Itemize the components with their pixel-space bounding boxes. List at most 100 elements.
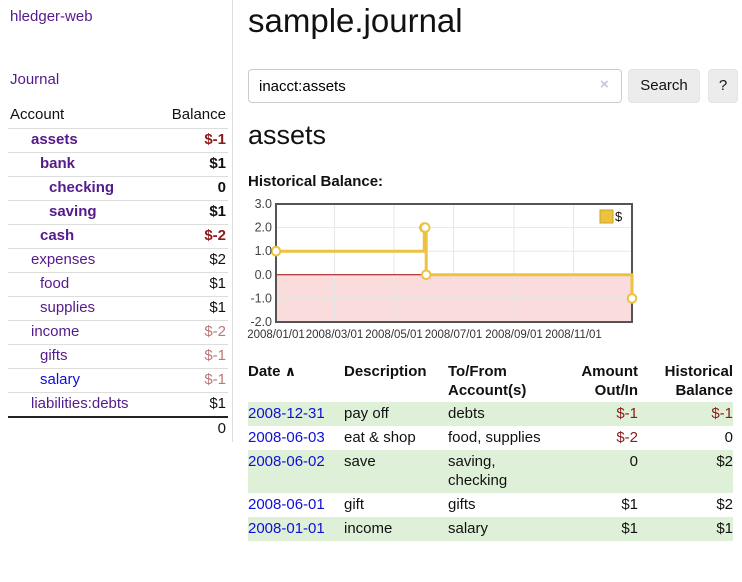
historical-balance-chart[interactable]: $3.0 2.0 1.0 0.0 -1.0 -2.0 2008/01/01 2008/03/0… <box>247 197 742 348</box>
register-table: Date ∧ Description To/From Account(s) Amoun… <box>248 360 733 541</box>
account-row: checking 0 <box>8 176 228 201</box>
account-row: saving $1 <box>8 200 228 225</box>
sidebar-divider <box>232 0 233 442</box>
sidebar-account-link[interactable]: income <box>31 323 80 340</box>
sidebar-account-link[interactable]: bank <box>40 155 76 172</box>
historical-balance-label: Historical Balance: <box>248 173 384 190</box>
transaction-date-link[interactable]: 2008-06-01 <box>248 496 325 513</box>
data-point-marker <box>270 245 282 257</box>
y-axis-tick-label: 0.0 <box>255 268 272 282</box>
y-axis-tick-label: 3.0 <box>255 197 272 211</box>
account-balance: $1 <box>157 392 228 417</box>
transaction-description: gift <box>344 496 365 513</box>
x-axis-tick-label: 2008/07/01 <box>425 329 483 341</box>
legend-label: $ <box>615 209 623 224</box>
transaction-balance: 0 <box>724 429 733 446</box>
y-axis-tick-label: -2.0 <box>250 315 272 329</box>
search-input[interactable] <box>248 69 622 103</box>
accounts-header-balance: Balance <box>171 106 226 123</box>
register-column-header: Historical Balance <box>638 360 733 402</box>
transaction-date-link[interactable]: 2008-06-03 <box>248 429 325 446</box>
register-row: 2008-06-01 gift gifts $1 $2 <box>248 493 733 517</box>
transaction-description: pay off <box>344 405 389 422</box>
sidebar-item-journal[interactable]: Journal <box>10 71 60 88</box>
sidebar-account-link[interactable]: cash <box>40 227 75 244</box>
transaction-balance: $2 <box>716 453 733 470</box>
account-title: assets <box>248 120 327 150</box>
column-header-label: Description <box>344 363 427 380</box>
sidebar-account-link[interactable]: liabilities:debts <box>31 395 129 412</box>
transaction-amount: $-1 <box>616 405 638 422</box>
data-point-marker <box>626 293 638 304</box>
account-balance: $2 <box>157 248 228 273</box>
transaction-amount: $-2 <box>616 429 638 446</box>
account-balance: $-2 <box>157 320 228 345</box>
transaction-accounts: saving, checking <box>448 453 508 489</box>
accounts-total-value: 0 <box>157 416 228 441</box>
column-header-label: Historical Balance <box>664 363 733 399</box>
accounts-table: Account Balance assets $-1 bank $1 checking 0… <box>8 104 228 441</box>
account-row: assets $-1 <box>8 128 228 153</box>
account-row: salary $-1 <box>8 368 228 393</box>
data-point-marker <box>420 269 432 281</box>
sidebar-account-link[interactable]: checking <box>49 179 115 196</box>
register-column-header: To/From Account(s) <box>448 360 560 402</box>
plot-border <box>275 203 633 323</box>
account-balance: $1 <box>157 296 228 321</box>
register-row: 2008-12-31 pay off debts $-1 $-1 <box>248 402 733 426</box>
transaction-accounts: debts <box>448 405 485 422</box>
sidebar-account-link[interactable]: food <box>40 275 70 292</box>
clear-search-icon[interactable]: × <box>600 76 609 93</box>
register-column-header: Amount Out/In <box>560 360 638 402</box>
accounts-total-row: 0 <box>8 416 228 441</box>
accounts-header-account: Account <box>10 106 65 123</box>
sidebar-account-link[interactable]: expenses <box>31 251 96 268</box>
account-balance: $-2 <box>157 224 228 249</box>
transaction-accounts: salary <box>448 520 489 537</box>
account-row: gifts $-1 <box>8 344 228 369</box>
transaction-description: income <box>344 520 393 537</box>
y-axis-tick-label: -1.0 <box>250 291 272 305</box>
register-row: 2008-01-01 income salary $1 $1 <box>248 517 733 541</box>
transaction-date-link[interactable]: 2008-01-01 <box>248 520 325 537</box>
account-row: cash $-2 <box>8 224 228 249</box>
transaction-date-link[interactable]: 2008-12-31 <box>248 405 325 422</box>
transaction-balance: $-1 <box>711 405 733 422</box>
data-point-marker <box>419 222 431 233</box>
account-balance: $-1 <box>157 344 228 369</box>
account-balance: $-1 <box>157 368 228 393</box>
sidebar-account-link[interactable]: assets <box>31 131 78 148</box>
transaction-balance: $1 <box>716 520 733 537</box>
account-row: income $-2 <box>8 320 228 345</box>
sidebar-account-link[interactable]: salary <box>40 371 81 388</box>
legend-swatch <box>599 209 614 224</box>
account-balance: $1 <box>157 152 228 177</box>
y-axis-tick-label: 1.0 <box>255 244 272 258</box>
column-header-label: To/From Account(s) <box>448 363 527 399</box>
transaction-description: save <box>344 453 376 470</box>
transaction-balance: $2 <box>716 496 733 513</box>
sidebar-account-link[interactable]: saving <box>49 203 97 220</box>
sort-ascending-icon[interactable]: ∧ <box>284 363 297 379</box>
transaction-amount: $1 <box>621 496 638 513</box>
x-axis-tick-label: 2008/03/01 <box>306 329 364 341</box>
x-axis-tick-label: 2008/09/01 <box>485 329 543 341</box>
account-balance: 0 <box>157 176 228 201</box>
brand-link[interactable]: hledger-web <box>10 8 93 25</box>
transaction-date-link[interactable]: 2008-06-02 <box>248 453 325 470</box>
y-axis-tick-label: 2.0 <box>255 221 272 235</box>
account-balance: $-1 <box>157 128 228 153</box>
sidebar-account-link[interactable]: supplies <box>40 299 96 316</box>
column-header-label: Date <box>248 363 281 380</box>
transaction-amount: $1 <box>621 520 638 537</box>
account-row: supplies $1 <box>8 296 228 321</box>
main-content: sample.journal × Search ? assets Histori… <box>247 0 742 582</box>
transaction-accounts: food, supplies <box>448 429 541 446</box>
register-column-header[interactable]: Date ∧ <box>248 360 344 402</box>
help-button[interactable]: ? <box>708 69 738 103</box>
search-bar: × Search ? <box>248 69 742 103</box>
sidebar-account-link[interactable]: gifts <box>40 347 68 364</box>
search-button[interactable]: Search <box>628 69 700 103</box>
column-header-label: Amount Out/In <box>581 363 638 399</box>
transaction-description: eat & shop <box>344 429 416 446</box>
